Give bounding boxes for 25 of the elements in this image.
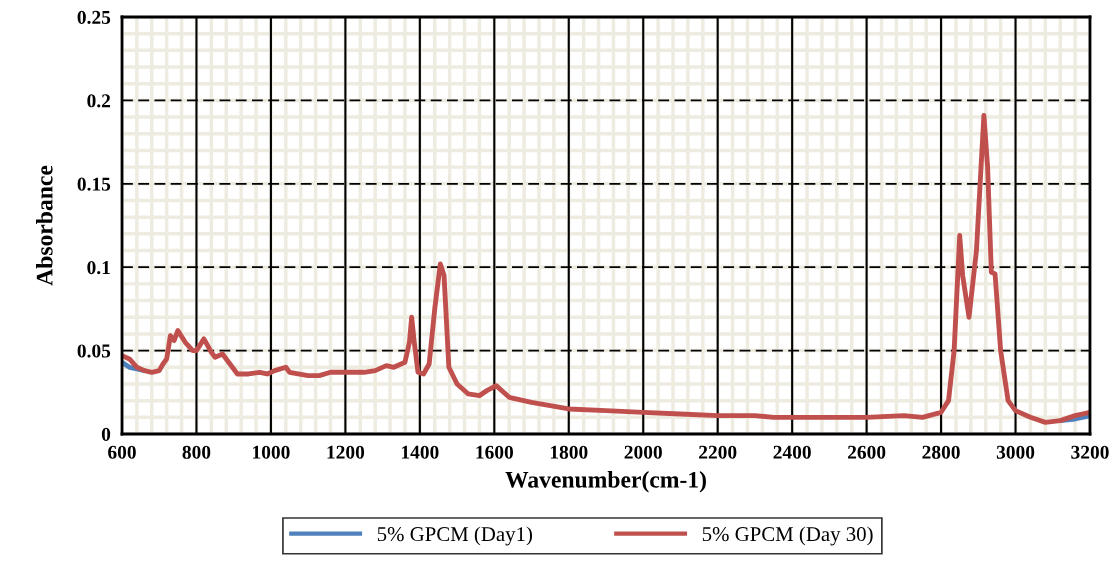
x-tick-label: 2800 xyxy=(922,445,960,459)
y-tick-label: 0.1 xyxy=(87,261,110,275)
x-tick-label: 1000 xyxy=(253,445,290,459)
x-tick-label: 3000 xyxy=(996,445,1035,459)
x-tick-label: 1600 xyxy=(476,445,514,459)
x-tick-label: 800 xyxy=(182,445,211,459)
x-tick-label: 2400 xyxy=(773,445,811,459)
line-series xyxy=(122,112,1090,425)
x-axis-title: Wavenumber(cm-1) xyxy=(505,471,706,493)
legend-label: 5% GPCM (Day 30) xyxy=(702,526,873,546)
y-tick-label: 0 xyxy=(101,427,111,441)
x-tick-label: 1800 xyxy=(550,445,588,459)
y-tick-label: 0.15 xyxy=(77,177,111,191)
legend-label: 5% GPCM (Day1) xyxy=(377,526,532,546)
x-tick-label: 1200 xyxy=(327,445,365,459)
y-tick-label: 0.05 xyxy=(77,344,111,358)
x-tick-label: 3200 xyxy=(1071,445,1109,459)
x-tick-label: 1400 xyxy=(401,445,439,459)
x-tick-label: 2000 xyxy=(624,445,662,459)
y-axis-title: Absorbance xyxy=(36,165,53,286)
x-tick-label: 2200 xyxy=(699,445,737,459)
x-tick-label: 2600 xyxy=(847,445,886,459)
x-tick-label: 600 xyxy=(108,445,136,459)
y-tick-label: 0.25 xyxy=(77,10,111,25)
y-tick-label: 0.2 xyxy=(87,94,111,108)
